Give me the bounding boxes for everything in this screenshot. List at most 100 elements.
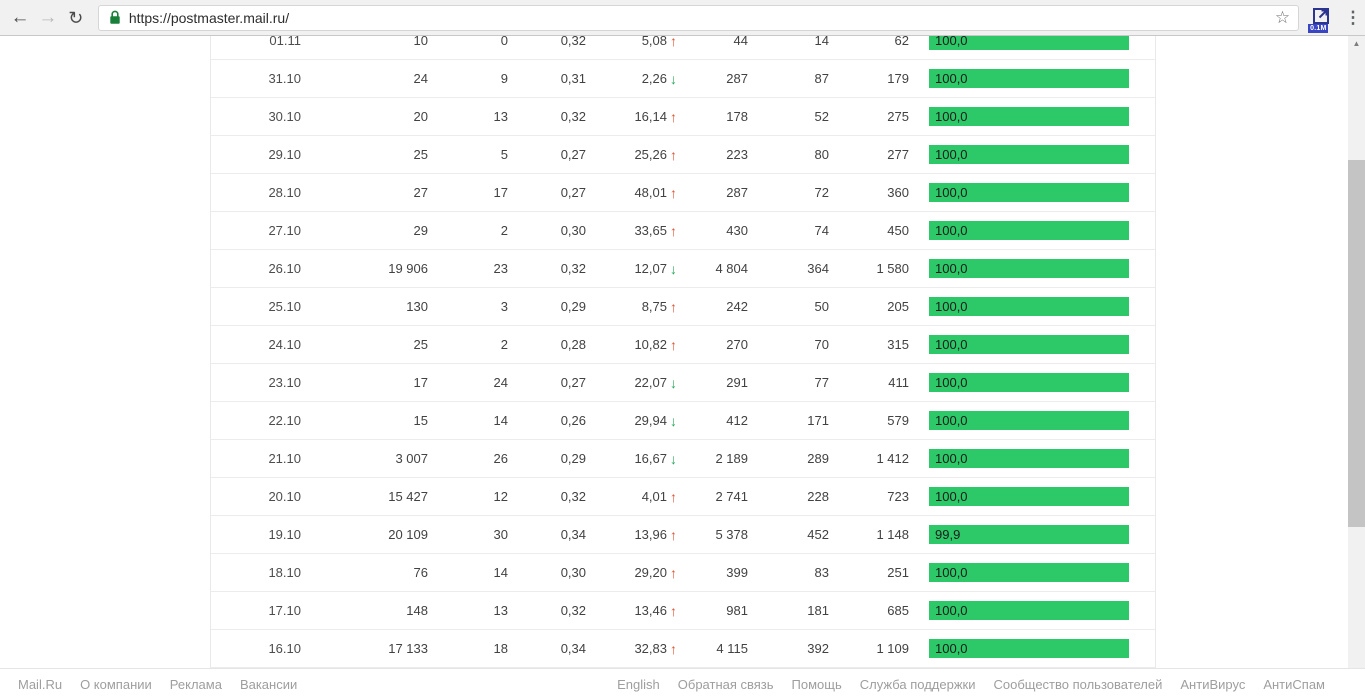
scroll-up-button[interactable]: ▲ <box>1352 39 1361 48</box>
footer-link[interactable]: Mail.Ru <box>18 676 63 692</box>
value-cell: 228 <box>807 489 829 504</box>
footer-link[interactable]: Реклама <box>169 676 222 692</box>
value-cell: 13 <box>493 109 508 124</box>
value-cell: 20 <box>413 109 428 124</box>
value-cell: 0,32 <box>560 109 586 124</box>
trend-arrow-icon: ↓ <box>670 260 677 277</box>
value-cell: 87 <box>814 71 829 86</box>
value-cell: 0,30 <box>560 223 586 238</box>
value-cell: 0 <box>500 36 508 48</box>
footer-link[interactable]: АнтиВирус <box>1180 676 1246 692</box>
footer-link[interactable]: Помощь <box>791 676 842 692</box>
delta-value: 29,94 <box>634 413 667 428</box>
value-cell: 392 <box>807 641 829 656</box>
scrollbar-thumb[interactable] <box>1348 160 1365 527</box>
value-cell: 14 <box>493 565 508 580</box>
page-content: 01.11 10 0 0,32 5,08 ↑ 44 14 62 100,0 31… <box>0 36 1365 699</box>
percent-bar: 100,0 <box>929 221 1129 240</box>
value-cell: 3 <box>500 299 508 314</box>
value-cell: 0,27 <box>560 375 586 390</box>
value-cell: 5 378 <box>715 527 748 542</box>
scrollbar[interactable]: ▲ ▼ <box>1348 36 1365 699</box>
delta-value: 2,26 <box>641 71 667 86</box>
date-cell: 22.10 <box>268 413 301 428</box>
table-row: 31.10 24 9 0,31 2,26 ↓ 287 87 179 100,0 <box>211 60 1155 98</box>
value-cell: 30 <box>493 527 508 542</box>
delta-cell: 5,08 ↑ <box>586 36 683 48</box>
trend-arrow-icon: ↓ <box>670 450 677 467</box>
value-cell: 13 <box>493 603 508 618</box>
delta-value: 25,26 <box>634 147 667 162</box>
value-cell: 14 <box>493 413 508 428</box>
delta-value: 4,01 <box>641 489 667 504</box>
trend-arrow-icon: ↑ <box>670 602 677 619</box>
address-bar[interactable]: https://postmaster.mail.ru/ ☆ <box>97 4 1300 31</box>
table-row: 17.10 148 13 0,32 13,46 ↑ 981 181 685 10… <box>211 592 1155 630</box>
footer-link[interactable]: English <box>617 676 660 692</box>
extension-icon[interactable]: 0.1M <box>1308 6 1333 33</box>
value-cell: 450 <box>887 223 909 238</box>
percent-bar: 100,0 <box>929 563 1129 582</box>
delta-cell: 4,01 ↑ <box>586 489 683 504</box>
value-cell: 251 <box>887 565 909 580</box>
stats-table: 01.11 10 0 0,32 5,08 ↑ 44 14 62 100,0 31… <box>210 36 1156 668</box>
percent-bar: 99,9 <box>929 525 1129 544</box>
value-cell: 20 109 <box>388 527 428 542</box>
https-lock-icon[interactable] <box>109 10 121 25</box>
percent-bar: 100,0 <box>929 373 1129 392</box>
trend-arrow-icon: ↑ <box>670 222 677 239</box>
value-cell: 15 427 <box>388 489 428 504</box>
percent-bar-fill: 100,0 <box>929 221 1129 240</box>
delta-cell: 12,07 ↓ <box>586 261 683 276</box>
value-cell: 171 <box>807 413 829 428</box>
value-cell: 291 <box>726 375 748 390</box>
delta-value: 48,01 <box>634 185 667 200</box>
footer-link[interactable]: Служба поддержки <box>859 676 976 692</box>
browser-menu-icon[interactable]: ⋮ <box>1344 7 1362 27</box>
value-cell: 0,27 <box>560 147 586 162</box>
value-cell: 19 906 <box>388 261 428 276</box>
value-cell: 412 <box>726 413 748 428</box>
date-cell: 01.11 <box>269 36 301 48</box>
percent-bar: 100,0 <box>929 145 1129 164</box>
value-cell: 130 <box>406 299 428 314</box>
value-cell: 12 <box>493 489 508 504</box>
table-row: 22.10 15 14 0,26 29,94 ↓ 412 171 579 100… <box>211 402 1155 440</box>
footer-link[interactable]: АнтиСпам <box>1263 676 1325 692</box>
date-cell: 24.10 <box>268 337 301 352</box>
value-cell: 0,34 <box>560 527 586 542</box>
value-cell: 399 <box>726 565 748 580</box>
percent-bar-label: 100,0 <box>935 489 968 504</box>
footer-link[interactable]: О компании <box>80 676 152 692</box>
forward-button[interactable]: → <box>38 6 58 28</box>
percent-bar: 100,0 <box>929 36 1129 50</box>
footer-link[interactable]: Сообщество пользователей <box>993 676 1163 692</box>
delta-value: 10,82 <box>634 337 667 352</box>
value-cell: 77 <box>814 375 829 390</box>
table-row: 01.11 10 0 0,32 5,08 ↑ 44 14 62 100,0 <box>211 36 1155 60</box>
trend-arrow-icon: ↓ <box>670 374 677 391</box>
value-cell: 23 <box>493 261 508 276</box>
value-cell: 29 <box>413 223 428 238</box>
bookmark-star-icon[interactable]: ☆ <box>1274 7 1291 27</box>
value-cell: 10 <box>413 36 428 48</box>
trend-arrow-icon: ↑ <box>670 298 677 315</box>
trend-arrow-icon: ↑ <box>670 336 677 353</box>
value-cell: 9 <box>500 71 508 86</box>
percent-bar: 100,0 <box>929 411 1129 430</box>
value-cell: 0,29 <box>560 451 586 466</box>
footer-link[interactable]: Обратная связь <box>677 676 774 692</box>
date-cell: 26.10 <box>268 261 301 276</box>
trend-arrow-icon: ↓ <box>670 70 677 87</box>
date-cell: 21.10 <box>268 451 301 466</box>
delta-value: 8,75 <box>641 299 667 314</box>
back-button[interactable]: ← <box>10 6 30 28</box>
footer-link[interactable]: Вакансии <box>239 676 298 692</box>
extension-badge: 0.1M <box>1308 23 1329 33</box>
delta-value: 16,14 <box>634 109 667 124</box>
percent-bar-fill: 100,0 <box>929 259 1129 278</box>
refresh-button[interactable]: ↻ <box>68 7 84 28</box>
percent-bar-fill: 99,9 <box>929 525 1129 544</box>
percent-bar: 100,0 <box>929 297 1129 316</box>
value-cell: 289 <box>807 451 829 466</box>
